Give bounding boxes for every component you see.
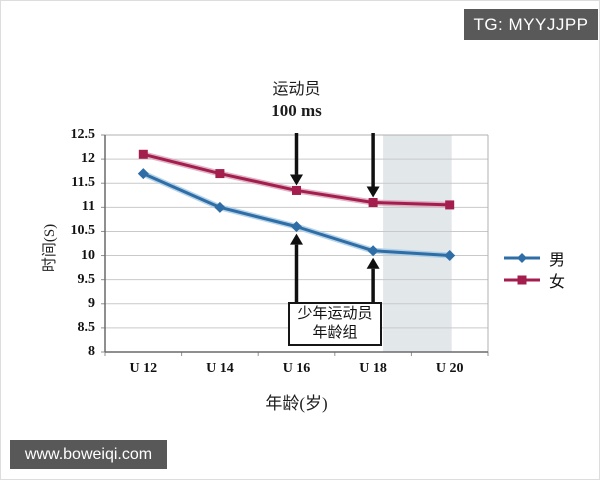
legend-marker-icon bbox=[504, 253, 540, 263]
y-tick-label: 10 bbox=[81, 247, 95, 263]
legend: 男女 bbox=[503, 247, 565, 291]
y-tick-label: 9.5 bbox=[77, 271, 96, 287]
chart-title: 运动员 100 ms bbox=[105, 79, 488, 121]
legend-item-女: 女 bbox=[503, 269, 565, 291]
y-tick-label: 11.5 bbox=[71, 175, 95, 191]
marker-diamond bbox=[137, 168, 149, 180]
x-tick-label: U 16 bbox=[282, 361, 311, 376]
y-tick-label: 9 bbox=[88, 295, 95, 311]
chart-title-line1: 运动员 bbox=[272, 81, 321, 98]
marker-square bbox=[215, 169, 225, 179]
marker-square bbox=[138, 149, 148, 159]
x-tick-label: U 12 bbox=[129, 361, 158, 376]
arrow-head-up bbox=[366, 257, 380, 269]
tg-badge: TG: MYYJJPP bbox=[464, 9, 598, 40]
marker-square bbox=[368, 198, 378, 208]
annotation-box: 少年运动员 年龄组 bbox=[288, 302, 382, 346]
marker-diamond bbox=[214, 201, 226, 213]
y-tick-label: 8.5 bbox=[77, 319, 96, 335]
x-tick-label: U 14 bbox=[206, 361, 234, 376]
annotation-box-line2: 年龄组 bbox=[312, 325, 358, 341]
arrow-head-down bbox=[366, 186, 380, 198]
legend-item-男: 男 bbox=[503, 247, 565, 269]
marker-square bbox=[445, 200, 455, 210]
y-tick-label: 10.5 bbox=[70, 223, 96, 239]
legend-label: 男 bbox=[549, 252, 566, 269]
y-tick-label: 12 bbox=[81, 151, 95, 167]
x-tick-label: U 18 bbox=[359, 361, 387, 376]
y-tick-label: 12.5 bbox=[70, 127, 96, 142]
shaded-region bbox=[383, 135, 452, 352]
marker-diamond bbox=[291, 221, 302, 233]
arrow-head-down bbox=[290, 174, 303, 186]
y-tick-label: 8 bbox=[88, 344, 95, 359]
x-tick-label: U 20 bbox=[435, 361, 464, 376]
y-tick-label: 11 bbox=[81, 199, 95, 215]
annotation-box-line1: 少年运动员 bbox=[297, 306, 373, 322]
chart-title-line2: 100 ms bbox=[271, 101, 322, 120]
marker-diamond bbox=[367, 245, 379, 257]
arrow-head-up bbox=[290, 233, 303, 245]
marker-diamond bbox=[444, 250, 456, 262]
marker-square bbox=[292, 185, 301, 195]
watermark-url: www.boweiqi.com bbox=[10, 440, 167, 469]
legend-label: 女 bbox=[549, 274, 566, 291]
legend-marker-icon bbox=[504, 275, 540, 285]
x-axis-title: 年龄(岁) bbox=[265, 394, 328, 413]
